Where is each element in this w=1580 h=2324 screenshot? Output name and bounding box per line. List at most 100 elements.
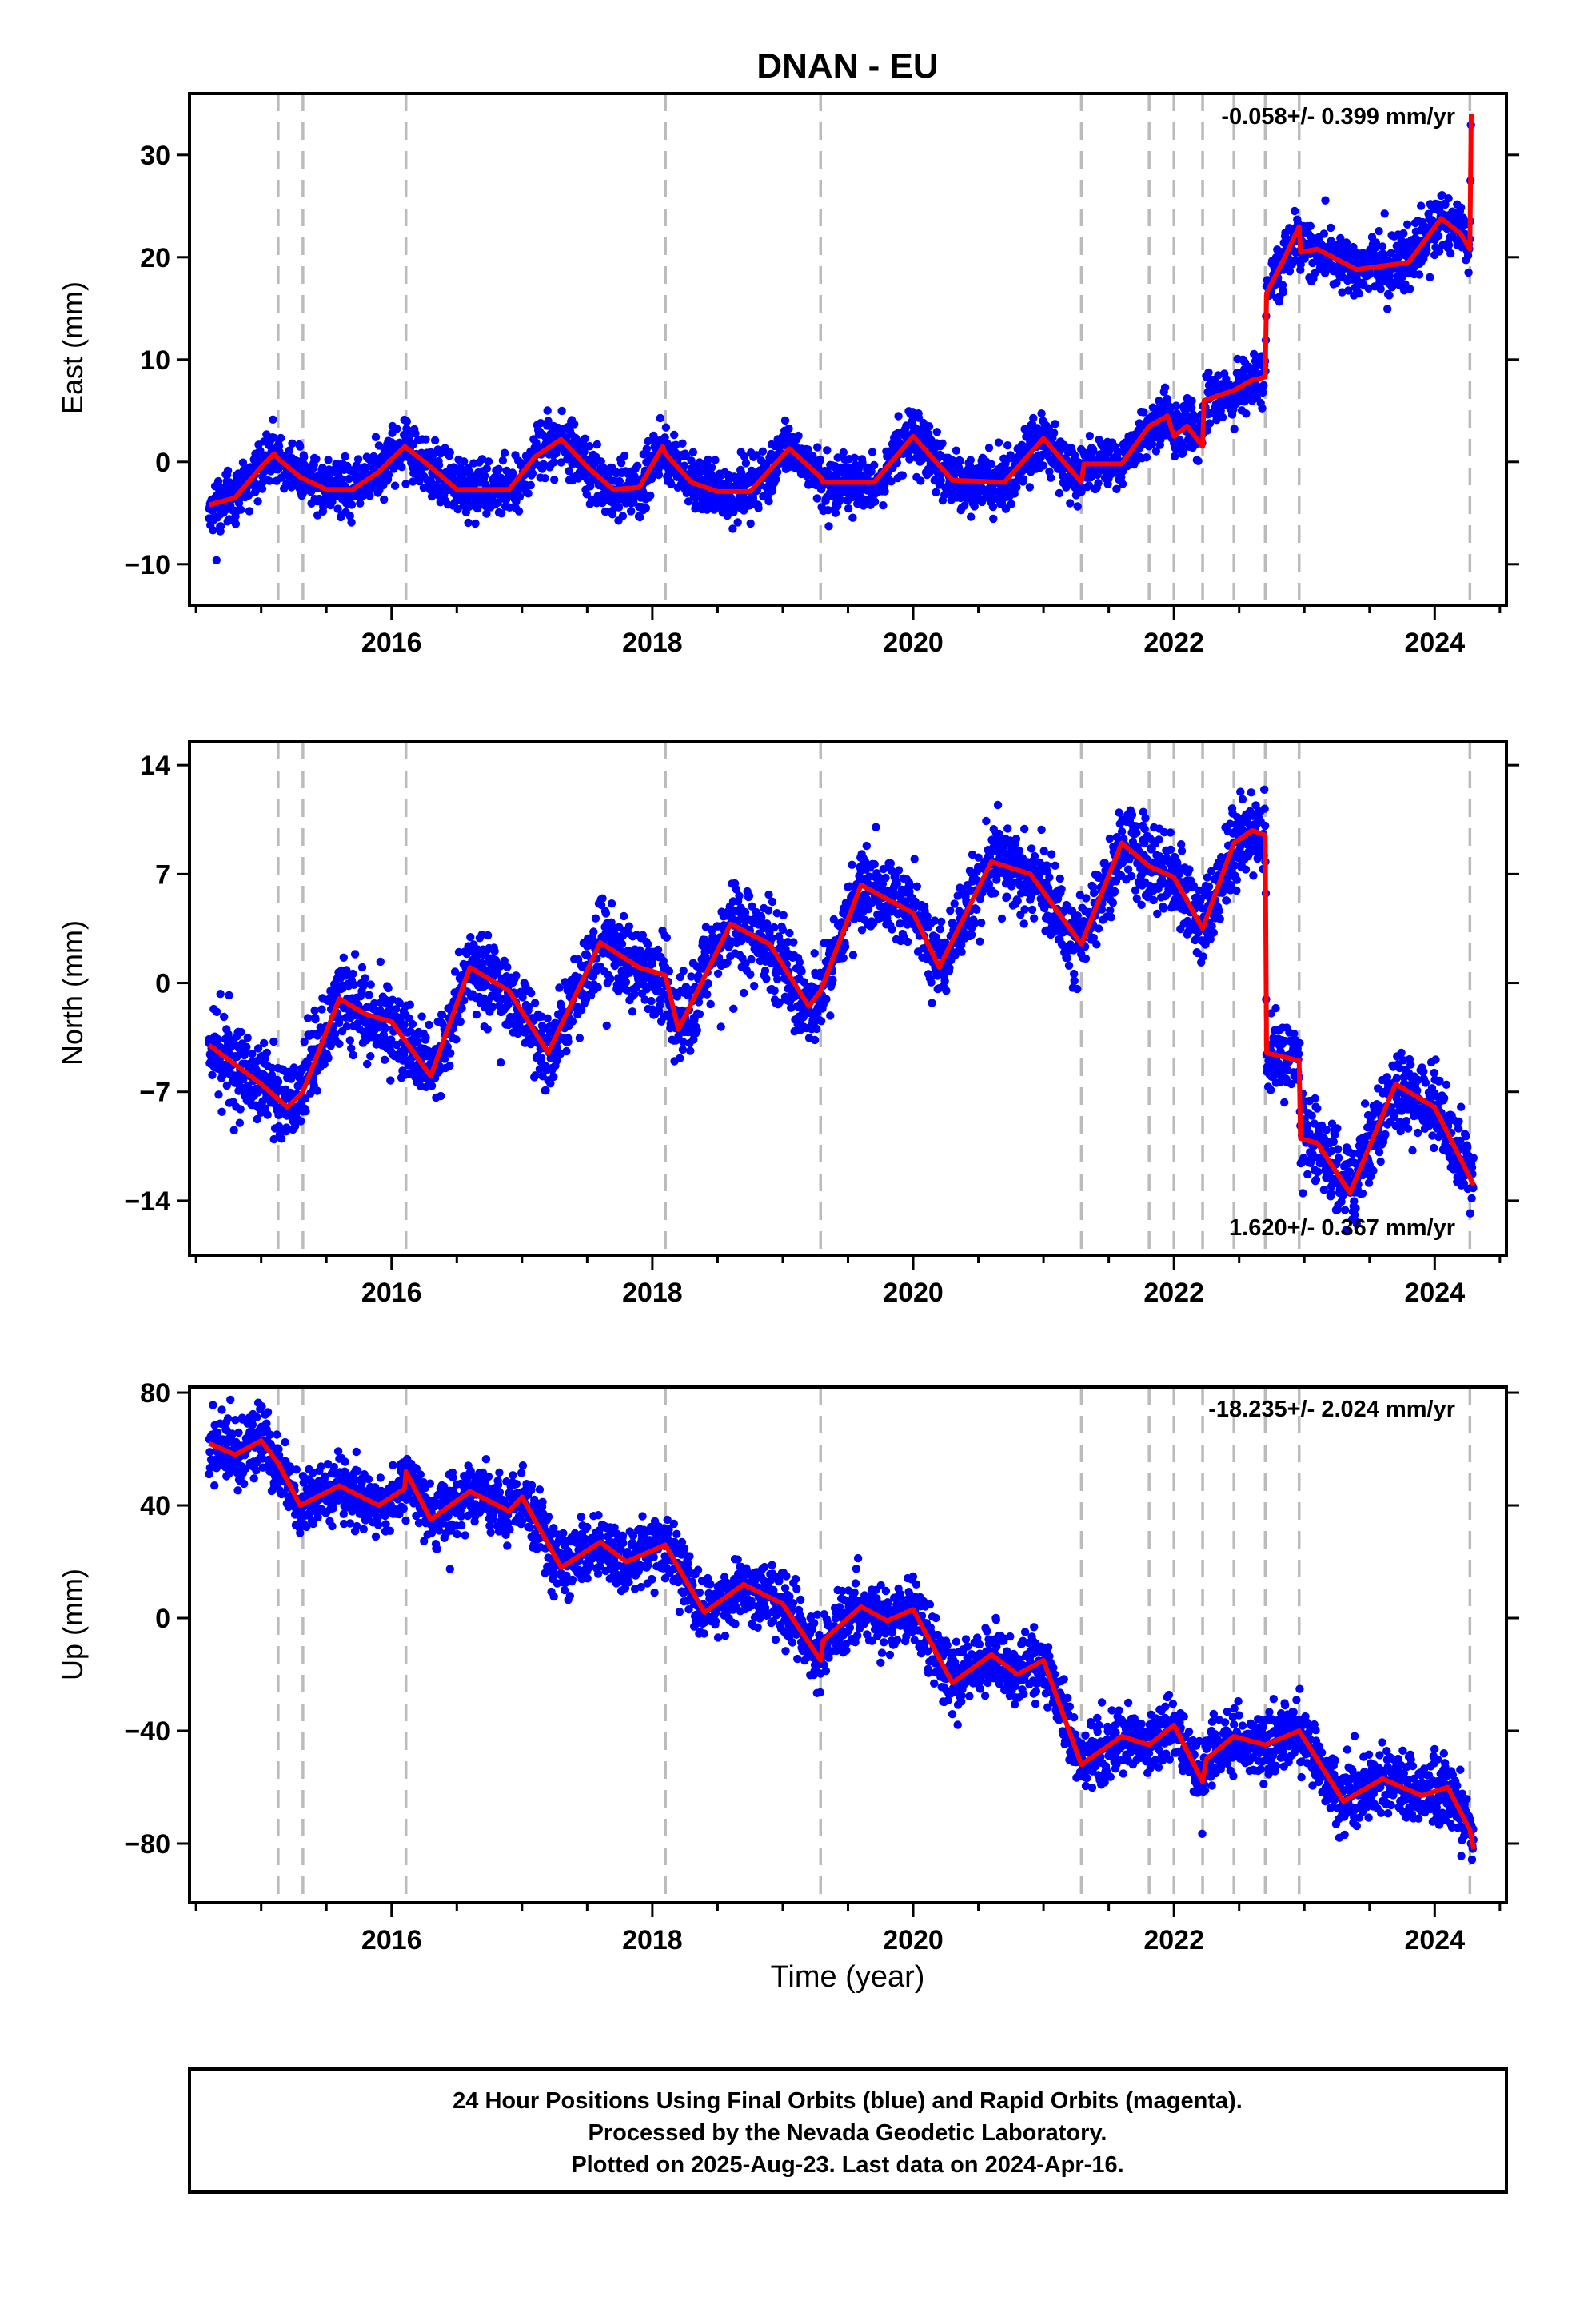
east-point	[372, 433, 380, 441]
north-point	[679, 1046, 687, 1054]
north-point	[592, 915, 600, 923]
east-point	[431, 436, 439, 444]
east-point	[397, 463, 405, 471]
east-point	[527, 481, 535, 489]
east-point	[1171, 452, 1179, 460]
east-point	[391, 482, 399, 490]
north-point	[214, 1035, 222, 1043]
north-point	[531, 999, 539, 1007]
east-point	[1434, 232, 1442, 240]
north-point	[421, 1034, 429, 1042]
north-point	[764, 907, 772, 915]
east-data-points	[205, 121, 1475, 564]
east-point	[1375, 227, 1382, 235]
east-point	[1355, 289, 1363, 297]
north-point	[503, 963, 511, 971]
east-point	[759, 448, 767, 456]
north-point	[686, 1046, 694, 1054]
east-point	[296, 443, 304, 451]
north-point	[350, 981, 358, 989]
north-point	[729, 1005, 737, 1013]
east-point	[824, 522, 832, 530]
east-point	[269, 416, 277, 424]
east-point	[1219, 413, 1227, 421]
north-point	[606, 975, 614, 983]
north-point	[527, 989, 535, 997]
east-point	[570, 420, 578, 428]
north-point	[274, 1078, 282, 1086]
north-point	[310, 1007, 318, 1015]
north-point	[717, 1022, 725, 1030]
east-point	[794, 432, 802, 440]
east-point	[754, 504, 762, 512]
east-point	[1385, 291, 1393, 299]
east-point	[557, 407, 565, 415]
east-point	[347, 518, 355, 526]
north-point	[484, 931, 492, 939]
north-point	[381, 1025, 389, 1033]
east-point	[277, 434, 285, 442]
east-point	[1050, 429, 1058, 436]
east-point	[253, 497, 261, 505]
east-point	[483, 464, 491, 472]
north-point	[576, 1034, 584, 1042]
north-point	[384, 984, 392, 992]
east-point	[816, 456, 824, 464]
north-point	[618, 940, 626, 948]
east-point	[985, 444, 993, 452]
east-point	[1007, 500, 1015, 508]
north-point	[714, 970, 722, 978]
east-point	[421, 436, 429, 444]
north-point	[208, 1071, 216, 1079]
east-point	[708, 464, 716, 472]
north-point	[740, 989, 748, 997]
north-point	[457, 1018, 465, 1026]
north-point	[406, 1001, 414, 1009]
east-point	[593, 440, 601, 448]
north-point	[417, 1012, 425, 1020]
east-point	[499, 456, 507, 464]
east-point	[617, 459, 625, 467]
east-point	[1379, 242, 1386, 250]
north-point	[569, 1018, 577, 1026]
east-point	[933, 428, 941, 436]
north-point	[594, 983, 602, 991]
north-point	[648, 959, 656, 967]
east-point	[471, 520, 479, 528]
east-point	[403, 417, 411, 425]
east-point	[960, 501, 968, 509]
north-point	[260, 1039, 268, 1047]
north-point	[346, 1036, 354, 1044]
north-data-points	[205, 786, 1478, 1234]
north-point	[335, 1040, 343, 1048]
north-point	[386, 1076, 394, 1084]
east-frame	[190, 94, 1506, 605]
east-point	[1279, 288, 1287, 296]
east-point	[894, 412, 902, 420]
north-point	[796, 959, 804, 967]
north-point	[351, 950, 359, 958]
east-point	[932, 488, 940, 496]
east-point	[1094, 479, 1102, 487]
north-point	[237, 1028, 245, 1036]
east-point	[742, 459, 750, 467]
east-point	[1446, 249, 1454, 257]
east-point	[585, 442, 593, 450]
north-point	[377, 958, 385, 966]
north-point	[562, 1047, 570, 1055]
north-point	[428, 1082, 436, 1090]
east-ytick-label: 10	[140, 345, 170, 376]
east-point	[1426, 273, 1434, 281]
north-point	[770, 923, 778, 931]
east-ytick-label: −10	[124, 550, 170, 580]
east-point	[1047, 474, 1055, 482]
north-point	[297, 1117, 305, 1125]
east-point	[773, 468, 781, 476]
east-point	[1055, 489, 1063, 497]
east-point	[494, 465, 502, 473]
north-point	[703, 991, 711, 999]
north-point	[425, 1021, 433, 1029]
east-point	[1194, 457, 1202, 465]
east-point	[1242, 409, 1250, 417]
east-point	[995, 438, 1003, 446]
